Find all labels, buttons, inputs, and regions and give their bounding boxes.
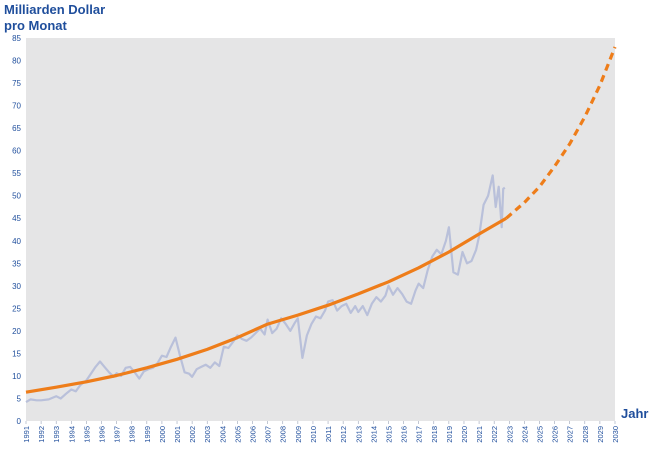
y-tick-label: 40 [12,237,21,246]
x-tick-label: 2015 [384,426,393,443]
series-lines [25,46,617,404]
x-tick-label: 2005 [233,426,242,443]
y-axis-title-line1: Milliarden Dollar [4,2,106,17]
x-tick-label: 1996 [98,426,107,443]
x-tick-label: 2026 [551,426,560,443]
x-tick-label: 2025 [535,426,544,443]
x-tick-label: 1993 [52,426,61,443]
x-tick-label: 2020 [460,426,469,443]
x-tick-label: 2000 [158,426,167,443]
x-tick-label: 2016 [400,426,409,443]
x-tick-label: 2024 [520,426,529,443]
x-tick-label: 2013 [354,426,363,443]
y-tick-label: 10 [12,372,21,381]
x-tick-label: 2011 [324,426,333,442]
y-tick-label: 70 [12,102,21,111]
y-axis-title-line2: pro Monat [4,18,67,33]
x-tick-label: 2023 [505,426,514,443]
x-tick-label: 2029 [596,426,605,443]
x-tick-label: 2022 [490,426,499,443]
x-tick-label: 2003 [203,426,212,443]
x-tick-label: 1999 [143,426,152,443]
x-tick-label: 2004 [218,426,227,443]
x-tick-label: 2002 [188,426,197,443]
x-tick-label: 2019 [445,426,454,443]
x-tick-label: 2010 [309,426,318,443]
projection-series-line [505,46,617,220]
plot-area [26,38,615,421]
x-tick-label: 1991 [22,426,31,443]
y-tick-label: 50 [12,192,21,201]
x-axis-title: Jahr [621,406,649,421]
x-tick-label: 2006 [249,426,258,443]
x-tick-label: 1992 [37,426,46,443]
y-tick-label: 60 [12,147,21,156]
actual-series-line [25,174,506,404]
x-axis-ticks: 1991 1992 1993 1994 1995 1996 1997 1998 1999 2000… [22,421,620,443]
y-tick-label: 15 [12,349,21,358]
x-tick-label: 2007 [264,426,273,443]
y-axis-title: Milliarden Dollar pro Monat [4,2,105,34]
x-tick-label: 2001 [173,426,182,443]
x-tick-label: 1994 [67,426,76,443]
y-tick-label: 85 [12,34,21,43]
x-tick-label: 2014 [369,426,378,443]
y-tick-label: 65 [12,124,21,133]
x-tick-label: 2009 [294,426,303,443]
x-tick-label: 2012 [339,426,348,443]
y-tick-label: 5 [17,394,22,403]
x-tick-label: 1997 [113,426,122,443]
y-tick-label: 20 [12,327,21,336]
x-tick-label: 2028 [581,426,590,443]
y-tick-label: 30 [12,282,21,291]
x-tick-label: 2030 [611,426,620,443]
y-axis-ticks: 0 5 10 15 20 25 30 35 40 45 50 55 60 65 70 75 80 85 [12,34,21,426]
x-tick-label: 2008 [279,426,288,443]
x-tick-label: 2018 [430,426,439,443]
x-tick-label: 2017 [415,426,424,443]
x-tick-label: 2027 [566,426,575,443]
y-tick-label: 80 [12,57,21,66]
x-tick-label: 1995 [82,426,91,443]
y-tick-label: 55 [12,169,21,178]
y-tick-label: 45 [12,214,21,223]
trend-series-line [25,216,508,394]
x-tick-label: 2021 [475,426,484,443]
y-tick-label: 25 [12,304,21,313]
y-tick-label: 35 [12,259,21,268]
y-tick-label: 0 [17,417,22,426]
x-tick-label: 1998 [128,426,137,443]
y-tick-label: 75 [12,79,21,88]
